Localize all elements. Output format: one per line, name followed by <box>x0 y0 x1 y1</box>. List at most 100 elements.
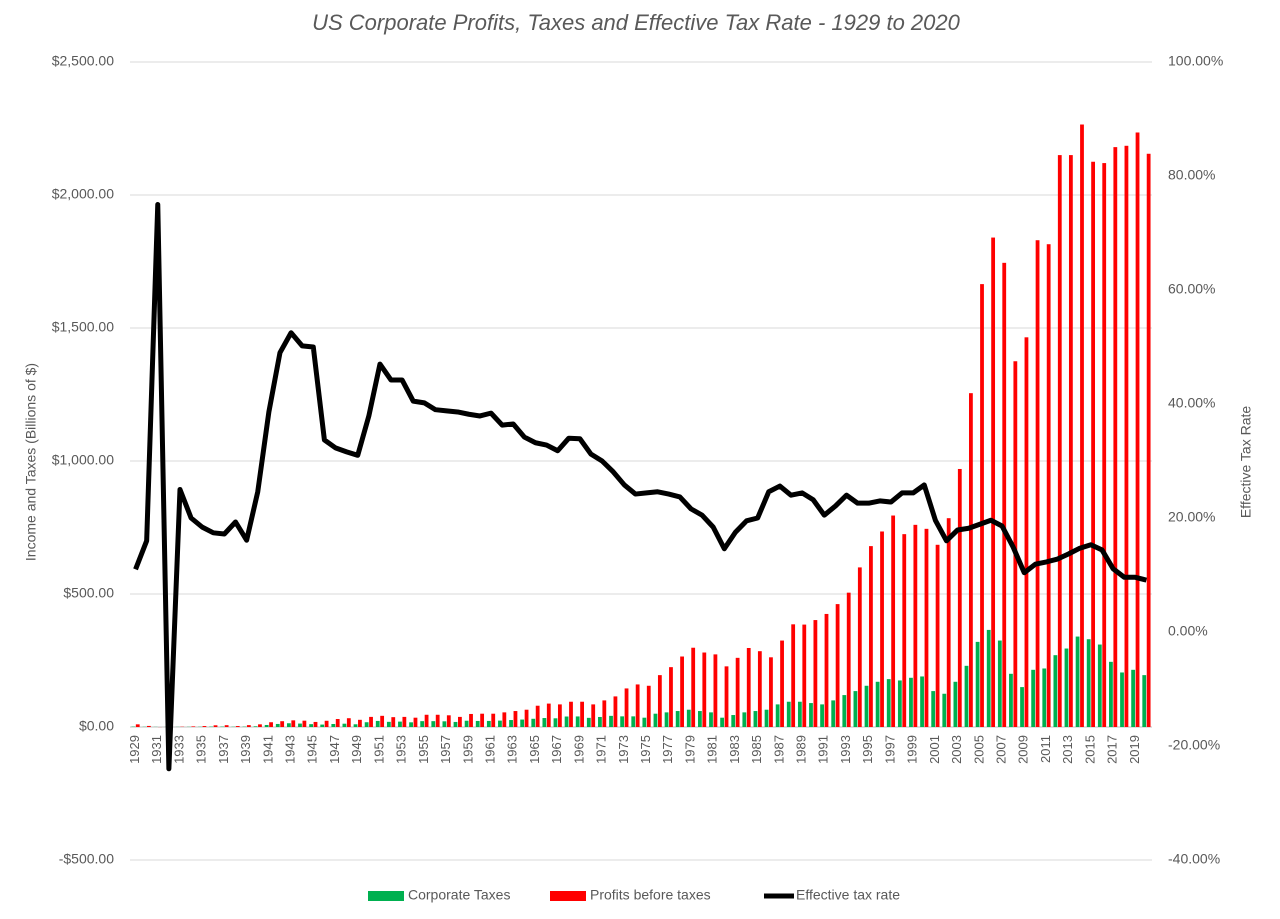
x-tick-label: 1975 <box>638 735 653 764</box>
x-tick-label: 1957 <box>438 735 453 764</box>
bar <box>1109 661 1113 727</box>
bar <box>953 681 958 727</box>
bar <box>1042 668 1047 727</box>
bar <box>746 647 751 727</box>
bar <box>835 604 840 727</box>
bar <box>453 721 458 727</box>
bar <box>635 684 640 727</box>
bar <box>786 701 791 727</box>
bar <box>253 726 258 727</box>
bar <box>686 709 691 727</box>
bar <box>464 720 469 727</box>
y-tick-label: -$500.00 <box>59 851 114 867</box>
bar <box>413 717 418 727</box>
bar <box>557 704 562 727</box>
bar <box>1131 669 1136 727</box>
bar <box>975 641 980 727</box>
bar <box>1146 153 1151 727</box>
bar <box>302 720 307 727</box>
bar <box>602 700 607 727</box>
bar <box>331 723 336 727</box>
bar <box>780 640 784 727</box>
bar <box>358 719 362 727</box>
bar <box>420 721 425 727</box>
bar <box>458 716 462 727</box>
x-tick-label: 1955 <box>416 735 431 764</box>
x-tick-label: 1935 <box>194 735 209 764</box>
bar <box>675 711 680 727</box>
bar <box>435 714 440 727</box>
bar <box>580 701 585 727</box>
x-tick-label: 1997 <box>882 735 897 764</box>
bar <box>720 717 725 727</box>
x-tick-label: 1929 <box>127 735 142 764</box>
bar <box>653 713 658 727</box>
bar <box>820 704 824 727</box>
bar <box>646 685 651 727</box>
bar <box>846 592 851 727</box>
x-tick-label: 1973 <box>616 735 631 764</box>
x-tick-label: 1941 <box>260 735 275 764</box>
x-tick-label: 2007 <box>993 735 1008 764</box>
x-tick-label: 1943 <box>283 735 298 764</box>
x-tick-label: 1931 <box>149 735 164 764</box>
bar <box>191 726 196 727</box>
x-tick-label: 2001 <box>927 735 942 764</box>
bar <box>909 677 913 727</box>
bar <box>475 720 480 727</box>
x-tick-label: 1979 <box>682 735 697 764</box>
y-tick-label: $2,500.00 <box>52 53 114 69</box>
bar <box>320 724 325 727</box>
bar <box>831 700 836 727</box>
bar <box>853 691 858 727</box>
y2-tick-label: -40.00% <box>1168 851 1220 867</box>
x-tick-label: 1953 <box>394 735 409 764</box>
bar <box>880 531 884 727</box>
bar <box>631 716 636 727</box>
x-tick-label: 1993 <box>838 735 853 764</box>
bar <box>1031 669 1036 727</box>
bar <box>564 716 569 727</box>
bar <box>498 720 502 727</box>
bar <box>1102 163 1107 727</box>
bar <box>280 721 285 727</box>
bar <box>1135 132 1140 728</box>
bar <box>1075 636 1080 727</box>
x-tick-label: 1945 <box>305 735 320 764</box>
y2-axis-title: Effective Tax Rate <box>1238 406 1254 519</box>
bar <box>553 718 558 727</box>
x-tick-label: 1933 <box>171 735 186 764</box>
x-tick-label: 2005 <box>971 735 986 764</box>
x-tick-label: 1995 <box>860 735 875 764</box>
bar <box>531 718 536 727</box>
x-tick-label: 1969 <box>571 735 586 764</box>
bar <box>624 688 629 727</box>
x-tick-label: 1967 <box>549 735 564 764</box>
bar <box>431 721 436 727</box>
y-tick-label: $1,000.00 <box>52 452 114 468</box>
x-tick-label: 1939 <box>238 735 253 764</box>
bar <box>591 704 596 727</box>
y2-tick-label: 0.00% <box>1168 623 1208 639</box>
bar <box>469 713 473 727</box>
bar <box>642 717 647 727</box>
bar <box>346 718 351 727</box>
bar <box>1068 155 1073 728</box>
bar <box>1013 361 1018 727</box>
bar <box>275 723 280 727</box>
x-tick-label: 1963 <box>505 735 520 764</box>
bar <box>1086 639 1091 727</box>
bar <box>1057 155 1062 728</box>
x-tick-label: 1959 <box>460 735 475 764</box>
bar <box>735 657 740 727</box>
bar <box>235 726 240 727</box>
x-tick-label: 1981 <box>705 735 720 764</box>
bar <box>664 712 669 727</box>
bar <box>402 716 407 727</box>
y-tick-label: $0.00 <box>79 718 114 734</box>
bar <box>1142 675 1147 727</box>
x-tick-label: 2011 <box>1038 735 1053 763</box>
bar <box>620 716 625 727</box>
x-tick-label: 1977 <box>660 735 675 764</box>
x-tick-label: 1989 <box>794 735 809 764</box>
